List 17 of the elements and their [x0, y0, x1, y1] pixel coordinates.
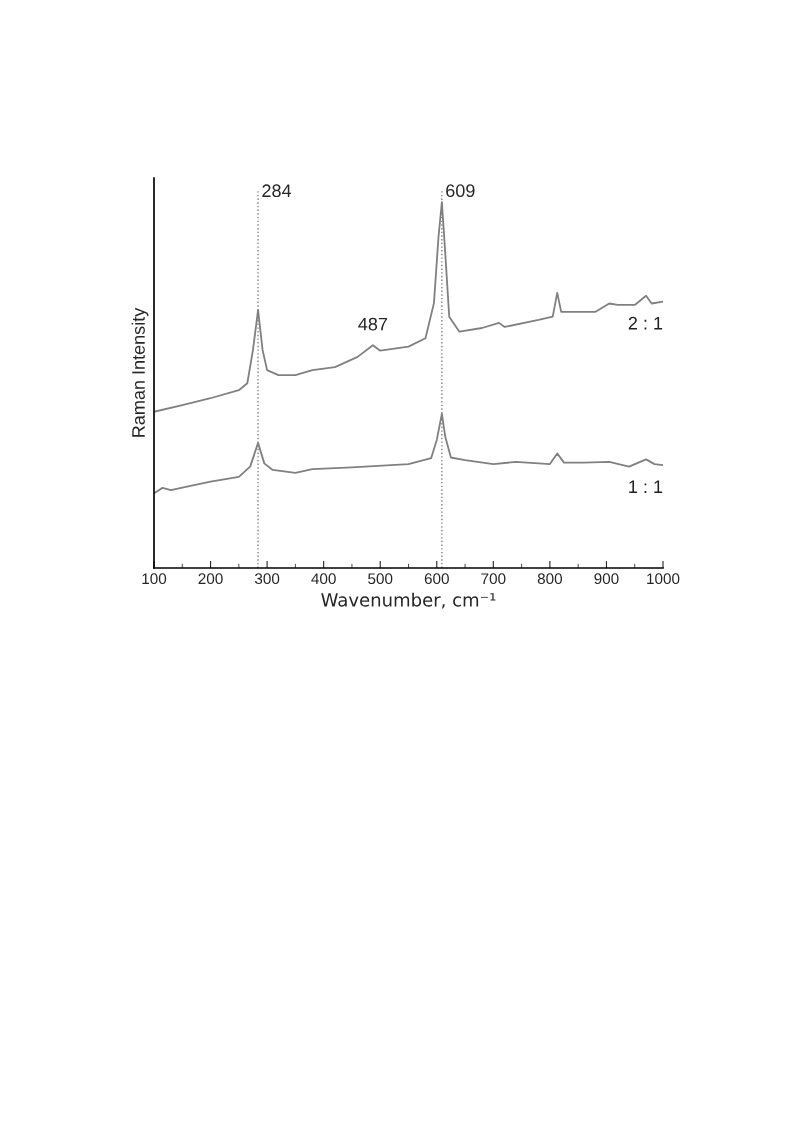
ref-line-label: 284 [262, 184, 292, 198]
x-tick-label: 800 [537, 573, 563, 585]
x-tick-label: 1000 [647, 573, 680, 585]
y-axis-title: Raman Intensity [131, 307, 149, 437]
x-tick-label: 200 [198, 573, 223, 585]
x-tick-label: 600 [424, 573, 449, 585]
series-label: 2 : 1 [628, 316, 663, 330]
x-tick-label: 300 [254, 573, 280, 585]
x-tick-label: 100 [142, 573, 167, 585]
x-tick-label: 400 [311, 573, 336, 585]
x-tick-label: 900 [594, 573, 619, 585]
x-tick-label: 500 [368, 573, 393, 585]
x-axis-title: Wavenumber, cm⁻¹ [321, 592, 496, 609]
annotation: 487 [358, 317, 388, 331]
series-label: 1 : 1 [629, 480, 663, 493]
x-tick-label: 700 [481, 573, 506, 585]
ref-line-label: 609 [446, 184, 475, 198]
